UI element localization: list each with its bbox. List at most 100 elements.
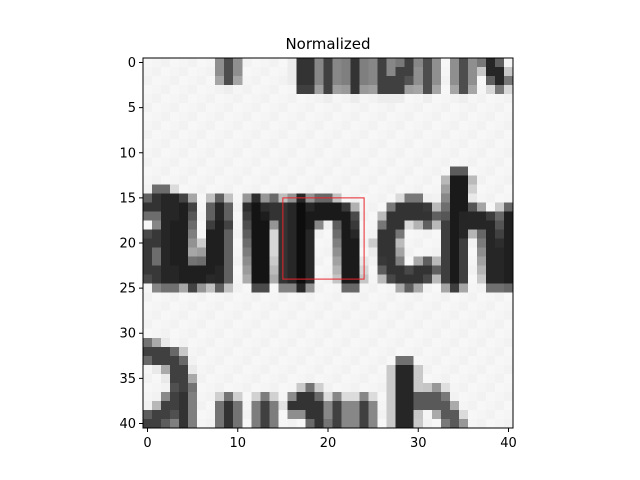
heatmap-cell (386, 373, 396, 384)
heatmap-cell (143, 265, 153, 275)
heatmap-cell (377, 238, 387, 248)
heatmap-cell (188, 193, 198, 203)
heatmap-cell (413, 220, 424, 230)
heatmap-cell (170, 373, 180, 384)
heatmap-cell (224, 76, 234, 86)
heatmap-cell (395, 67, 406, 77)
heatmap-cell (368, 310, 378, 321)
heatmap-cell (251, 229, 261, 239)
heatmap-cell (197, 373, 207, 384)
heatmap-cell (395, 400, 406, 411)
heatmap-cell (323, 67, 333, 77)
heatmap-cell (386, 256, 396, 266)
heatmap-cell (404, 148, 415, 158)
heatmap-cell (413, 292, 424, 302)
heatmap-cell (215, 103, 225, 113)
heatmap-cell (377, 229, 387, 239)
heatmap-cell (377, 256, 387, 266)
heatmap-cell (359, 382, 369, 393)
heatmap-cell (206, 193, 216, 203)
heatmap-cell (269, 292, 279, 302)
heatmap-cell (350, 76, 360, 86)
heatmap-cell (152, 310, 162, 321)
heatmap-cell (386, 337, 396, 348)
chart-title: Normalized (285, 35, 370, 53)
heatmap-cell (323, 148, 333, 158)
heatmap-cell (377, 103, 387, 113)
heatmap-cell (350, 364, 360, 375)
heatmap-cell (404, 265, 415, 275)
heatmap-cell (449, 94, 460, 104)
heatmap-cell (503, 229, 514, 239)
heatmap-cell (467, 76, 478, 86)
heatmap-cell (377, 175, 387, 185)
heatmap-cell (206, 283, 216, 293)
heatmap-cell (242, 409, 252, 420)
heatmap-cell (341, 76, 351, 86)
heatmap-cell (422, 346, 433, 357)
heatmap-cell (269, 121, 279, 131)
heatmap-cell (170, 391, 180, 402)
heatmap-cell (305, 148, 315, 158)
heatmap-cell (431, 265, 442, 275)
heatmap-cell (206, 103, 216, 113)
heatmap-cell (440, 283, 451, 293)
heatmap-cell (188, 157, 198, 167)
heatmap-cell (503, 58, 514, 68)
heatmap-cell (476, 373, 487, 384)
heatmap-cell (305, 121, 315, 131)
heatmap-cell (278, 283, 288, 293)
heatmap-cell (494, 409, 505, 420)
heatmap-cell (143, 85, 153, 95)
heatmap-cell (431, 94, 442, 104)
heatmap-cell (224, 112, 234, 122)
heatmap-cell (413, 238, 424, 248)
heatmap-cell (251, 112, 261, 122)
heatmap-cell (179, 202, 189, 212)
heatmap-cell (170, 364, 180, 375)
heatmap-cell (314, 184, 324, 194)
heatmap-cell (332, 373, 342, 384)
heatmap-cell (197, 319, 207, 330)
heatmap-cell (215, 202, 225, 212)
heatmap-cell (350, 373, 360, 384)
heatmap-cell (431, 364, 442, 375)
heatmap-cell (332, 166, 342, 176)
heatmap-cell (404, 355, 415, 366)
heatmap-cell (170, 58, 180, 68)
heatmap-cell (467, 175, 478, 185)
heatmap-cell (242, 355, 252, 366)
heatmap-cell (431, 103, 442, 113)
heatmap-cell (305, 166, 315, 176)
heatmap-cell (485, 112, 496, 122)
heatmap-cell (350, 328, 360, 339)
heatmap-cell (170, 220, 180, 230)
heatmap-cell (206, 346, 216, 357)
heatmap-cell (296, 301, 306, 311)
heatmap-cell (305, 328, 315, 339)
heatmap-cell (314, 310, 324, 321)
heatmap-cell (332, 184, 342, 194)
heatmap-cell (332, 346, 342, 357)
heatmap-cell (368, 103, 378, 113)
heatmap-cell (287, 148, 297, 158)
heatmap-cell (188, 229, 198, 239)
heatmap-cell (341, 103, 351, 113)
heatmap-cell (440, 364, 451, 375)
heatmap-cell (179, 166, 189, 176)
heatmap-cell (296, 202, 306, 212)
heatmap-cell (503, 301, 514, 311)
heatmap-cell (179, 148, 189, 158)
heatmap-cell (332, 292, 342, 302)
heatmap-cell (314, 256, 324, 266)
heatmap-cell (413, 121, 424, 131)
heatmap-cell (206, 202, 216, 212)
heatmap-cell (269, 76, 279, 86)
heatmap-cell (503, 292, 514, 302)
heatmap-cell (242, 85, 252, 95)
heatmap-cell (431, 157, 442, 167)
heatmap-cell (179, 418, 189, 429)
heatmap-cell (224, 94, 234, 104)
heatmap-cell (287, 364, 297, 375)
heatmap-cell (197, 409, 207, 420)
